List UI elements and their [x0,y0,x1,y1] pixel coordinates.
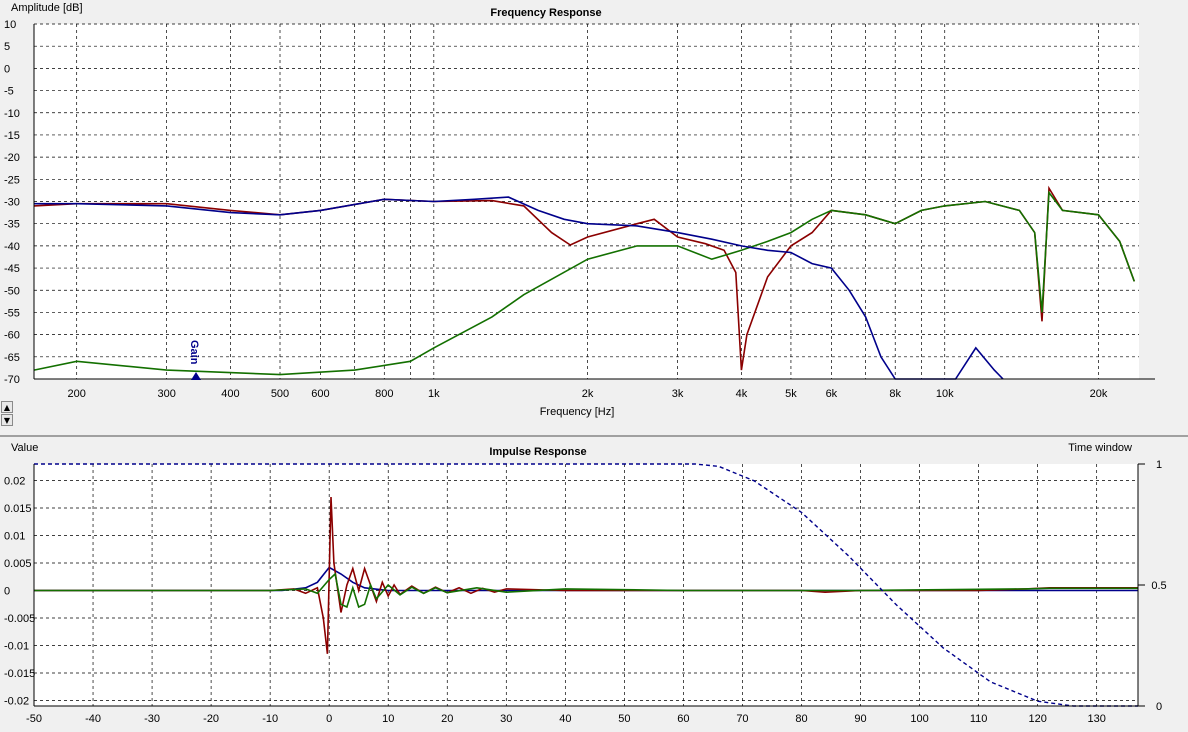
gain-marker-label: Gain [188,340,200,365]
impulse-y-axis-title: Value [11,442,38,454]
impulse-series-group [34,463,1138,707]
freq-x-tick-label: 200 [68,388,86,400]
impulse-x-tick-label: -10 [262,713,278,725]
impulse-y-tick-label: -0.02 [4,696,29,708]
freq-y-tick-labels: 10 5 0 -5 -10 -15 -20 -25 -30 -35 -40 -45 -50 -55 -60 -… [4,19,20,386]
impulse-series-green-line [34,572,1138,609]
freq-x-axis-title: Frequency [Hz] [540,406,615,418]
impulse-y-tick-label: 0.005 [4,558,32,570]
freq-y-tick-label: -25 [4,174,20,186]
freq-y-tick-label: -30 [4,197,20,209]
impulse-y-tick-label: -0.015 [4,668,35,680]
freq-chart-title: Frequency Response [490,7,601,19]
impulse-x-tick-label: 10 [382,713,394,725]
freq-y-tick-label: -5 [4,86,14,98]
freq-y-tick-label: -35 [4,219,20,231]
impulse-x-tick-label: 20 [441,713,453,725]
freq-x-tick-labels: 200 300 400 500 600 800 1k 2k 3k 4k 5k 6k 8k 10k 20k [68,388,1108,400]
impulse-y-tick-label: 0.02 [4,476,25,488]
impulse-y2-tick-label: 0.5 [1151,580,1166,592]
impulse-y2-tick-labels: 10.50 [1138,459,1167,713]
freq-y-tick-label: -45 [4,263,20,275]
impulse-y-tick-label: 0 [4,586,10,598]
impulse-x-tick-label: 40 [559,713,571,725]
impulse-y-tick-label: -0.005 [4,613,35,625]
freq-x-tick-label: 2k [582,388,594,400]
impulse-x-tick-label: 110 [970,713,988,725]
freq-y-tick-label: -15 [4,130,20,142]
impulse-y2-tick-label: 1 [1156,459,1162,471]
impulse-x-tick-labels: -50 -40 -30 -20 -10 0 10 20 30 40 50 60 70 80 90 100 110… [26,713,1106,725]
freq-x-tick-label: 6k [826,388,838,400]
impulse-x-tick-label: 30 [500,713,512,725]
freq-y-tick-label: -20 [4,152,20,164]
scroll-down-button[interactable]: ▼ [1,414,13,426]
freq-x-tick-label: 500 [271,388,289,400]
impulse-y-tick-label: 0.015 [4,503,32,515]
freq-x-tick-label: 1k [428,388,440,400]
impulse-x-tick-label: -30 [144,713,160,725]
freq-y-tick-label: -55 [4,307,20,319]
impulse-response-chart: 0.02 0.015 0.01 0.005 0 -0.005 -0.01 -0.015 -0.0… [4,442,1167,725]
impulse-x-tick-label: 130 [1087,713,1105,725]
impulse-x-tick-label: 100 [910,713,928,725]
freq-x-tick-label: 800 [375,388,393,400]
freq-series-blue-line [34,196,1004,380]
freq-y-tick-label: 0 [4,63,10,75]
frequency-response-chart: 10 5 0 -5 -10 -15 -20 -25 -30 -35 -40 -45 -50 -55 -60 -… [4,2,1155,418]
gain-marker-icon[interactable] [191,372,201,380]
impulse-x-tick-label: 50 [618,713,630,725]
freq-grid [34,23,1139,380]
freq-y-tick-label: -65 [4,352,20,364]
freq-x-tick-label: 300 [157,388,175,400]
freq-y-tick-label: -60 [4,330,20,342]
impulse-x-tick-label: -50 [26,713,42,725]
impulse-x-tick-label: 70 [736,713,748,725]
freq-x-tick-label: 600 [311,388,329,400]
freq-x-tick-label: 10k [936,388,954,400]
freq-x-tick-label: 3k [672,388,684,400]
freq-x-tick-label: 5k [785,388,797,400]
impulse-y-tick-labels: 0.02 0.015 0.01 0.005 0 -0.005 -0.01 -0.015 -0.0… [4,476,35,708]
impulse-x-tick-label: 90 [854,713,866,725]
scroll-up-button[interactable]: ▲ [1,401,13,413]
freq-x-tick-label: 8k [889,388,901,400]
impulse-y-tick-label: -0.01 [4,641,29,653]
freq-y-tick-label: -10 [4,108,20,120]
impulse-series-window-line [34,463,1138,707]
freq-y-tick-label: -50 [4,285,20,297]
freq-y-axis-title: Amplitude [dB] [11,2,83,14]
impulse-x-tick-label: -20 [203,713,219,725]
impulse-grid [33,464,1138,706]
impulse-x-tick-label: -40 [85,713,101,725]
freq-x-tick-label: 400 [221,388,239,400]
impulse-x-tick-label: 80 [795,713,807,725]
impulse-y-tick-label: 0.01 [4,531,25,543]
freq-series-group [33,185,1136,380]
impulse-y2-tick-label: 0 [1156,701,1162,713]
freq-y-tick-label: 10 [4,19,16,31]
impulse-plot-area [34,464,1138,706]
freq-x-tick-label: 20k [1090,388,1108,400]
impulse-x-tick-label: 60 [677,713,689,725]
freq-y-tick-label: 5 [4,41,10,53]
time-window-axis-title: Time window [1068,442,1132,454]
impulse-chart-title: Impulse Response [489,446,586,458]
impulse-x-tick-label: 0 [326,713,332,725]
freq-series-green-line [33,190,1136,376]
impulse-x-tick-label: 120 [1028,713,1046,725]
freq-y-tick-label: -70 [4,374,20,386]
freq-y-tick-label: -40 [4,241,20,253]
freq-x-tick-label: 4k [736,388,748,400]
